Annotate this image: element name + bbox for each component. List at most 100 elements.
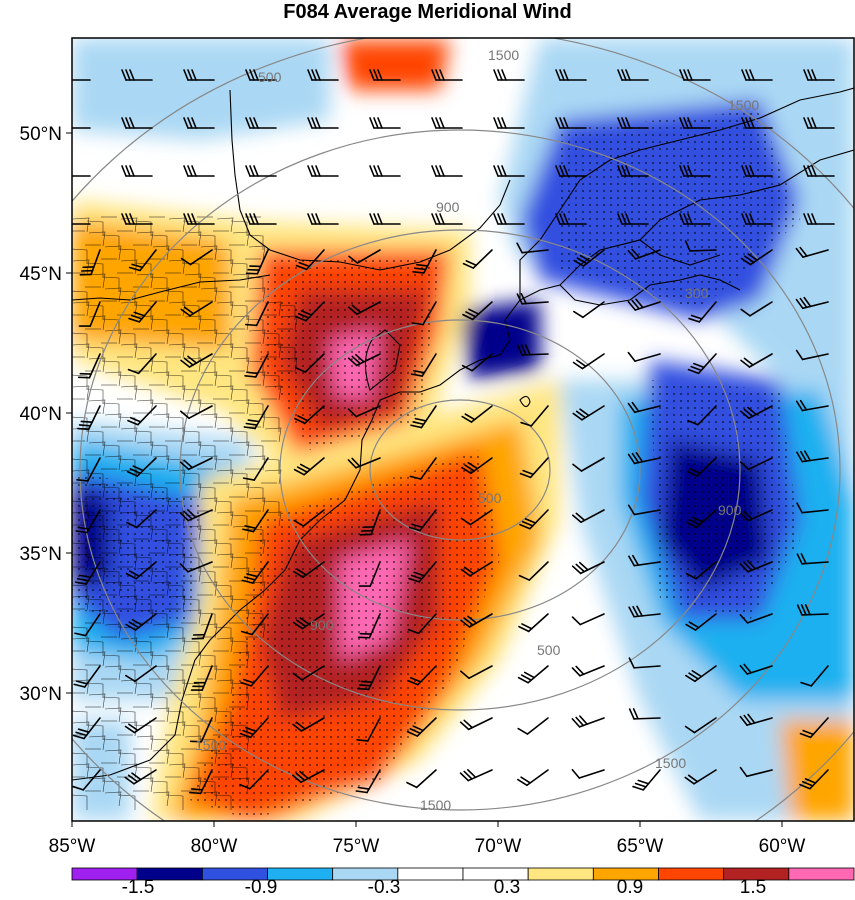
county-border [198, 696, 216, 712]
county-border [232, 399, 250, 415]
county-border [182, 304, 200, 320]
wind-barb [406, 769, 437, 789]
county-border [216, 259, 234, 275]
map-plot-area: 1500 500 1500 900 300 500 500 900 900 15… [72, 38, 854, 821]
wind-barb [412, 249, 437, 274]
wind-barb [347, 457, 381, 469]
county-border [118, 374, 136, 390]
contour-label: 1500 [195, 737, 226, 753]
wind-barb [519, 509, 549, 530]
wind-barb [126, 509, 157, 529]
county-border [184, 231, 202, 247]
wind-barb [493, 117, 525, 129]
county-border [88, 567, 106, 583]
county-border [118, 668, 136, 684]
county-border [134, 556, 152, 572]
county-border [230, 346, 248, 362]
contour-label: 500 [537, 642, 561, 658]
wind-barb [741, 69, 773, 81]
wind-barb [686, 457, 717, 477]
county-border [168, 763, 186, 779]
contour-label: 900 [436, 199, 460, 215]
wind-barb [179, 457, 213, 471]
map-frame [71, 37, 855, 822]
wind-fill-region [340, 40, 450, 90]
county-border [152, 413, 170, 429]
wind-barb [493, 165, 525, 177]
county-border [168, 679, 186, 695]
county-border [214, 500, 232, 516]
county-border [216, 301, 234, 317]
wind-barb [628, 657, 661, 669]
county-border [120, 469, 138, 485]
county-border [246, 486, 264, 502]
lat-label: 45°N [20, 264, 62, 285]
county-border [118, 752, 136, 768]
county-border [120, 343, 138, 359]
county-border [216, 763, 234, 779]
county-border [88, 273, 106, 289]
county-border [136, 441, 154, 457]
county-border [104, 749, 122, 765]
wind-barb [411, 301, 437, 326]
county-border [168, 469, 186, 485]
wind-barb [796, 603, 829, 616]
county-border [72, 458, 88, 474]
contour-label: 1500 [728, 97, 759, 113]
county-border [246, 612, 264, 628]
county-border [134, 724, 152, 740]
county-border [118, 248, 136, 264]
county-border [150, 696, 168, 712]
wind-barb [72, 125, 91, 129]
county-border [184, 483, 202, 499]
county-border [86, 304, 104, 320]
wind-barb [520, 405, 549, 427]
county-border [150, 528, 168, 544]
wind-barb [183, 165, 215, 177]
county-border [232, 651, 250, 667]
county-border [214, 668, 232, 684]
wind-barb [191, 613, 213, 640]
county-border [72, 668, 88, 684]
wind-barb [72, 769, 101, 791]
county-border [182, 598, 200, 614]
wind-barb [572, 405, 605, 421]
county-border [86, 640, 104, 656]
county-border [120, 511, 138, 527]
wind-barb [189, 769, 213, 795]
county-border [118, 290, 136, 306]
county-border [200, 413, 218, 429]
county-border [102, 276, 120, 292]
wind-barb [617, 165, 649, 177]
county-border [182, 388, 200, 404]
height-contour [279, 319, 641, 621]
wind-barb [571, 715, 605, 728]
wind-barb [617, 117, 649, 129]
county-border [198, 780, 216, 796]
wind-barb [627, 298, 661, 311]
wind-barb [460, 665, 493, 680]
county-border [86, 388, 104, 404]
county-border [152, 497, 170, 513]
wind-barb [124, 769, 157, 785]
wind-barb [125, 561, 157, 580]
county-border [168, 343, 186, 359]
county-border [120, 595, 138, 611]
wind-barb [740, 353, 773, 368]
wind-barb [77, 353, 101, 379]
wind-barb [407, 665, 437, 686]
wind-barb [461, 405, 493, 423]
county-border [184, 273, 202, 289]
county-border [136, 231, 154, 247]
county-border [136, 651, 154, 667]
county-border [72, 710, 88, 726]
county-border [102, 696, 120, 712]
county-border [216, 217, 234, 233]
county-border [216, 721, 234, 737]
wind-barb [239, 769, 269, 790]
county-border [184, 609, 202, 625]
colorbar-tick-label: -0.3 [368, 877, 401, 898]
wind-barb [410, 353, 437, 377]
county-border [168, 721, 186, 737]
county-border [72, 332, 88, 348]
